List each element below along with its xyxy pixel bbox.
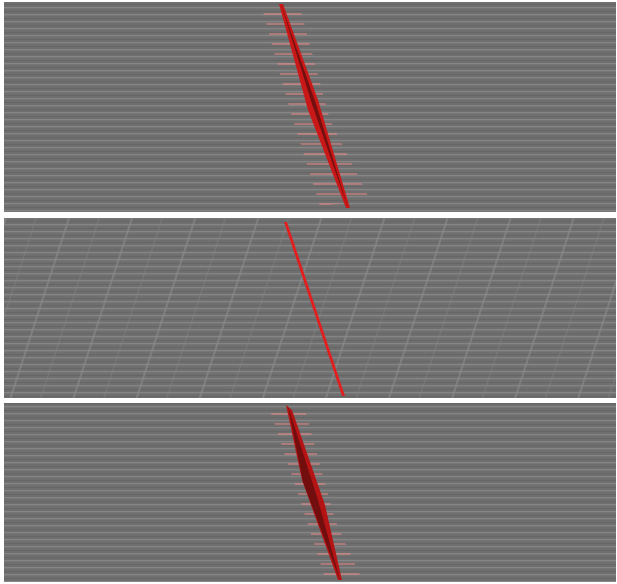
- panel-middle: [4, 218, 616, 398]
- panel-bottom: [4, 403, 616, 582]
- screenshot: [0, 0, 617, 584]
- panel-top: [4, 2, 616, 212]
- diagonal-texture: [4, 218, 616, 398]
